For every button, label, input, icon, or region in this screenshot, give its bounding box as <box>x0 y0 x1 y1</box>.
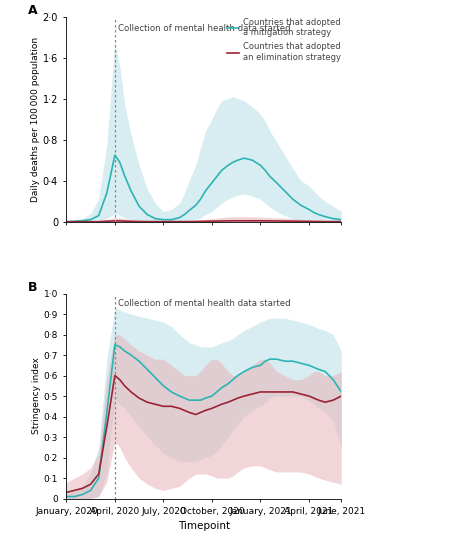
Text: Collection of mental health data started: Collection of mental health data started <box>118 24 291 33</box>
Legend: Countries that adopted
a mitigation strategy, Countries that adopted
an eliminat: Countries that adopted a mitigation stra… <box>224 14 344 65</box>
Y-axis label: Stringency index: Stringency index <box>32 358 41 434</box>
Text: Collection of mental health data started: Collection of mental health data started <box>118 299 291 307</box>
Text: B: B <box>28 281 37 294</box>
X-axis label: Timepoint: Timepoint <box>178 521 230 531</box>
Text: A: A <box>28 4 37 17</box>
Y-axis label: Daily deaths per 100 000 population: Daily deaths per 100 000 population <box>31 37 40 202</box>
